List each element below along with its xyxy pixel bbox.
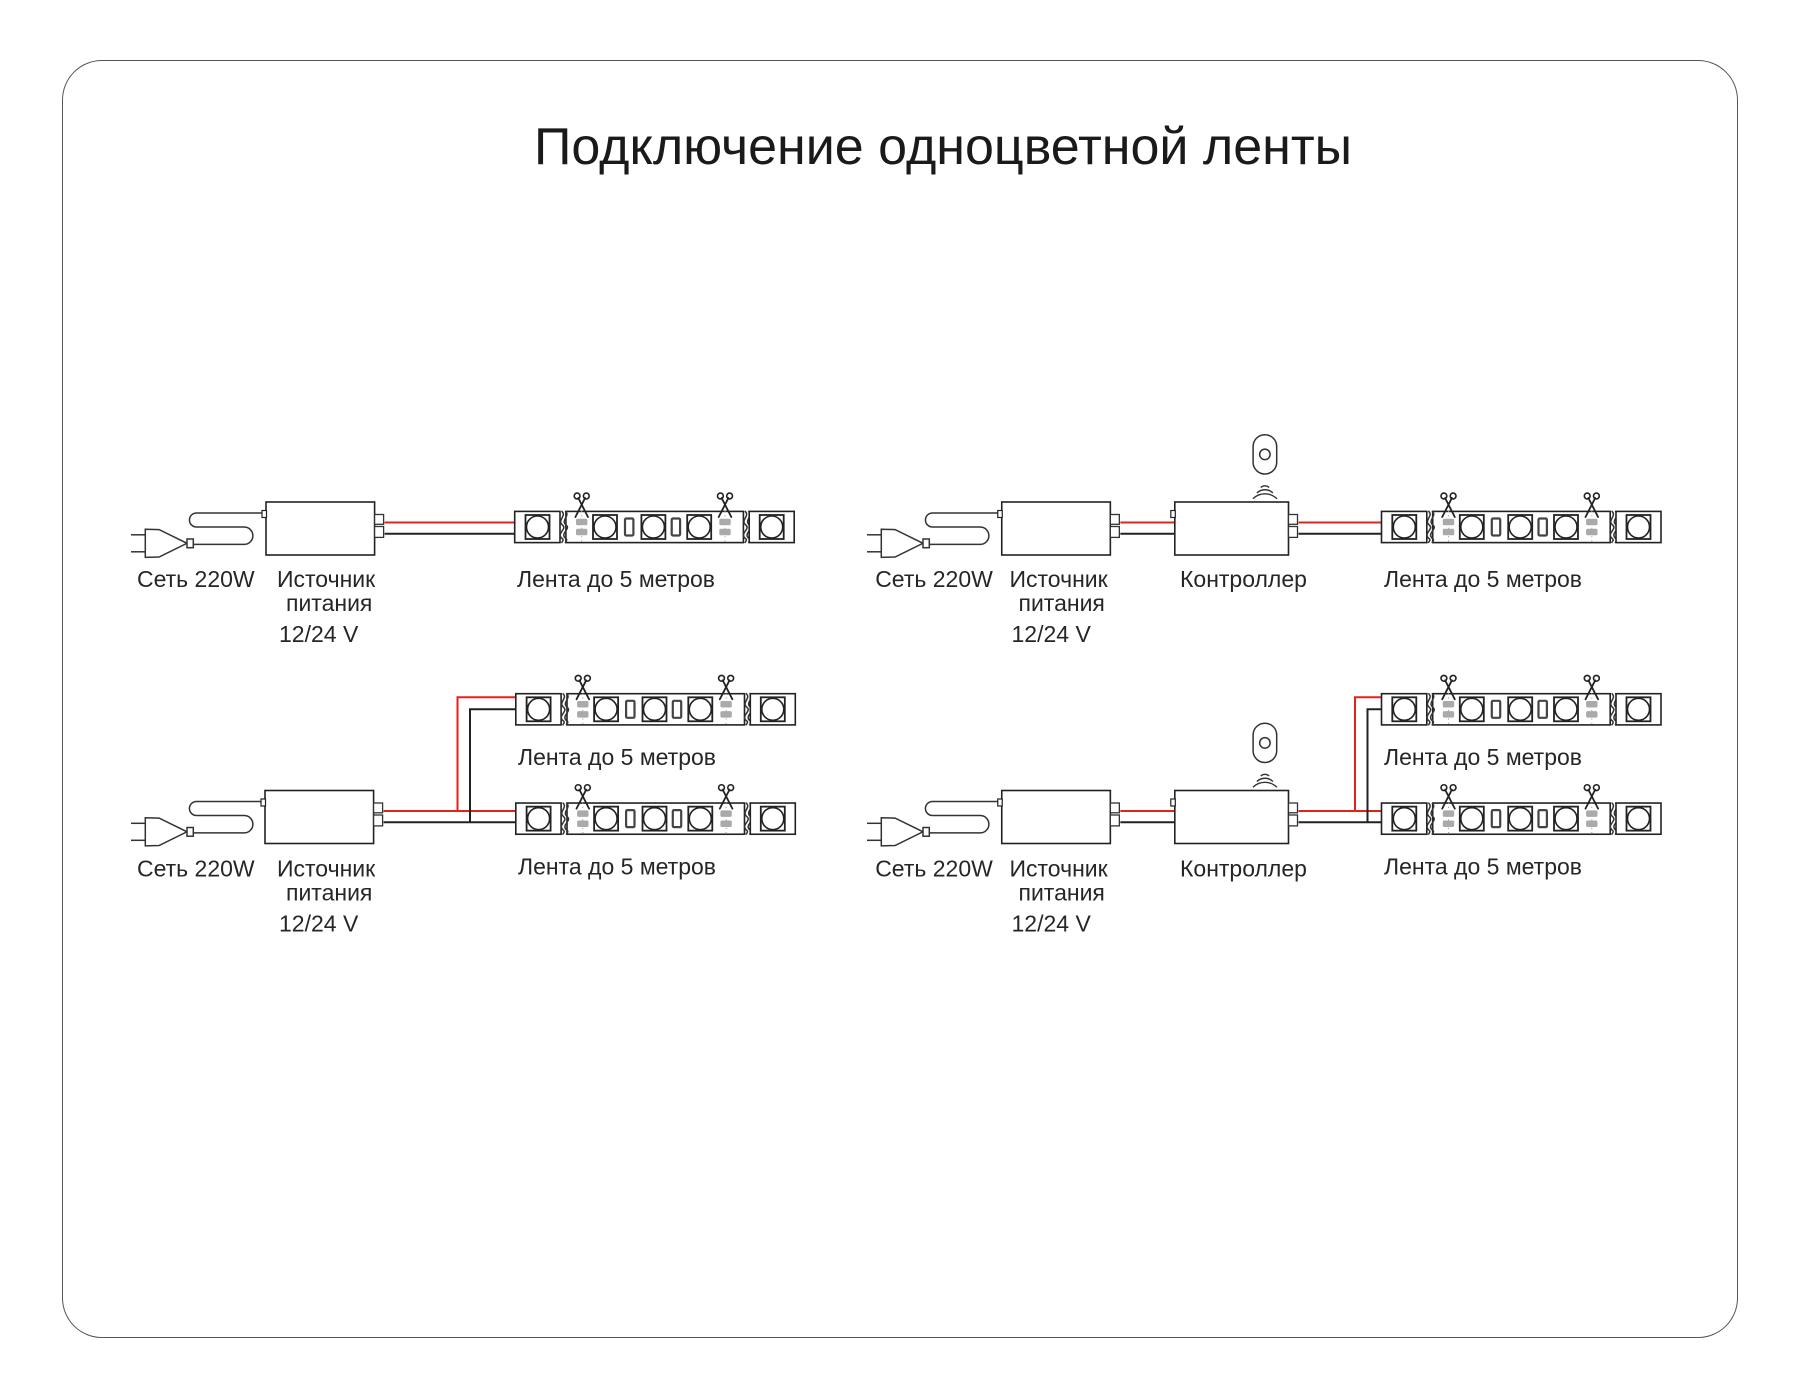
svg-text:Лента до 5 метров: Лента до 5 метров <box>1384 566 1582 592</box>
svg-text:Сеть 220W: Сеть 220W <box>137 855 255 881</box>
svg-text:12/24 V: 12/24 V <box>1012 621 1092 647</box>
svg-text:Источник: Источник <box>277 566 376 592</box>
svg-text:Сеть 220W: Сеть 220W <box>875 566 993 592</box>
svg-text:Лента до 5 метров: Лента до 5 метров <box>1384 744 1582 770</box>
svg-text:Источник: Источник <box>277 855 376 881</box>
svg-text:12/24 V: 12/24 V <box>279 621 359 647</box>
svg-text:Источник: Источник <box>1010 566 1109 592</box>
svg-text:Лента до 5 метров: Лента до 5 метров <box>518 853 716 879</box>
svg-text:питания: питания <box>286 590 372 616</box>
svg-text:12/24 V: 12/24 V <box>1012 910 1092 936</box>
svg-text:Контроллер: Контроллер <box>1180 855 1307 881</box>
svg-text:Сеть 220W: Сеть 220W <box>875 855 993 881</box>
svg-text:питания: питания <box>1019 590 1105 616</box>
svg-text:Источник: Источник <box>1010 855 1109 881</box>
svg-text:Контроллер: Контроллер <box>1180 566 1307 592</box>
svg-text:питания: питания <box>286 879 372 905</box>
svg-text:Лента до 5 метров: Лента до 5 метров <box>1384 853 1582 879</box>
svg-text:Лента до 5 метров: Лента до 5 метров <box>517 566 715 592</box>
svg-text:Сеть 220W: Сеть 220W <box>137 566 255 592</box>
svg-text:12/24 V: 12/24 V <box>279 910 359 936</box>
svg-text:Лента до 5 метров: Лента до 5 метров <box>518 744 716 770</box>
svg-text:питания: питания <box>1019 879 1105 905</box>
